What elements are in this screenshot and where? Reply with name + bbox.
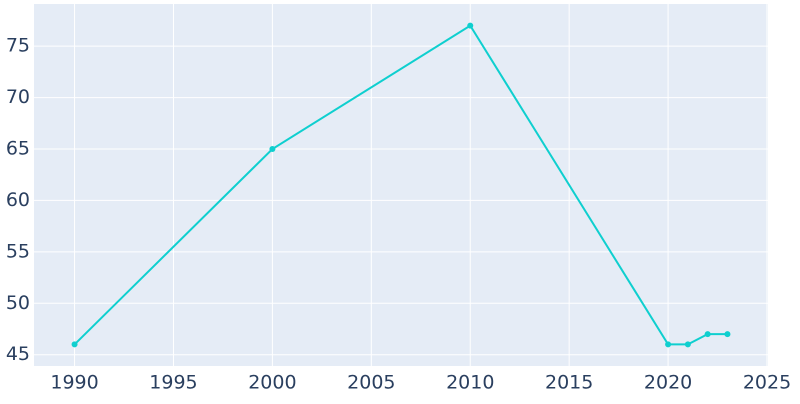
point xyxy=(467,22,474,29)
point xyxy=(704,331,711,338)
point xyxy=(269,146,276,153)
x-tick-label: 2000 xyxy=(248,372,296,394)
x-tick-label: 2010 xyxy=(446,372,494,394)
x-tick-label: 2015 xyxy=(545,372,593,394)
y-tick-label: 65 xyxy=(6,138,30,160)
point xyxy=(71,341,78,348)
y-tick-label: 75 xyxy=(6,35,30,57)
point xyxy=(724,331,731,338)
y-tick-label: 55 xyxy=(6,240,30,262)
x-tick-label: 2025 xyxy=(743,372,791,394)
y-tick-label: 45 xyxy=(6,343,30,365)
point xyxy=(684,341,691,348)
point xyxy=(665,341,672,348)
x-tick-label: 2005 xyxy=(347,372,395,394)
plot-area xyxy=(34,4,768,366)
x-tick-label: 2020 xyxy=(644,372,692,394)
x-tick-label: 1995 xyxy=(149,372,197,394)
y-tick-label: 70 xyxy=(6,86,30,108)
y-tick-label: 50 xyxy=(6,292,30,314)
x-tick-label: 1990 xyxy=(50,372,98,394)
y-tick-label: 60 xyxy=(6,189,30,211)
